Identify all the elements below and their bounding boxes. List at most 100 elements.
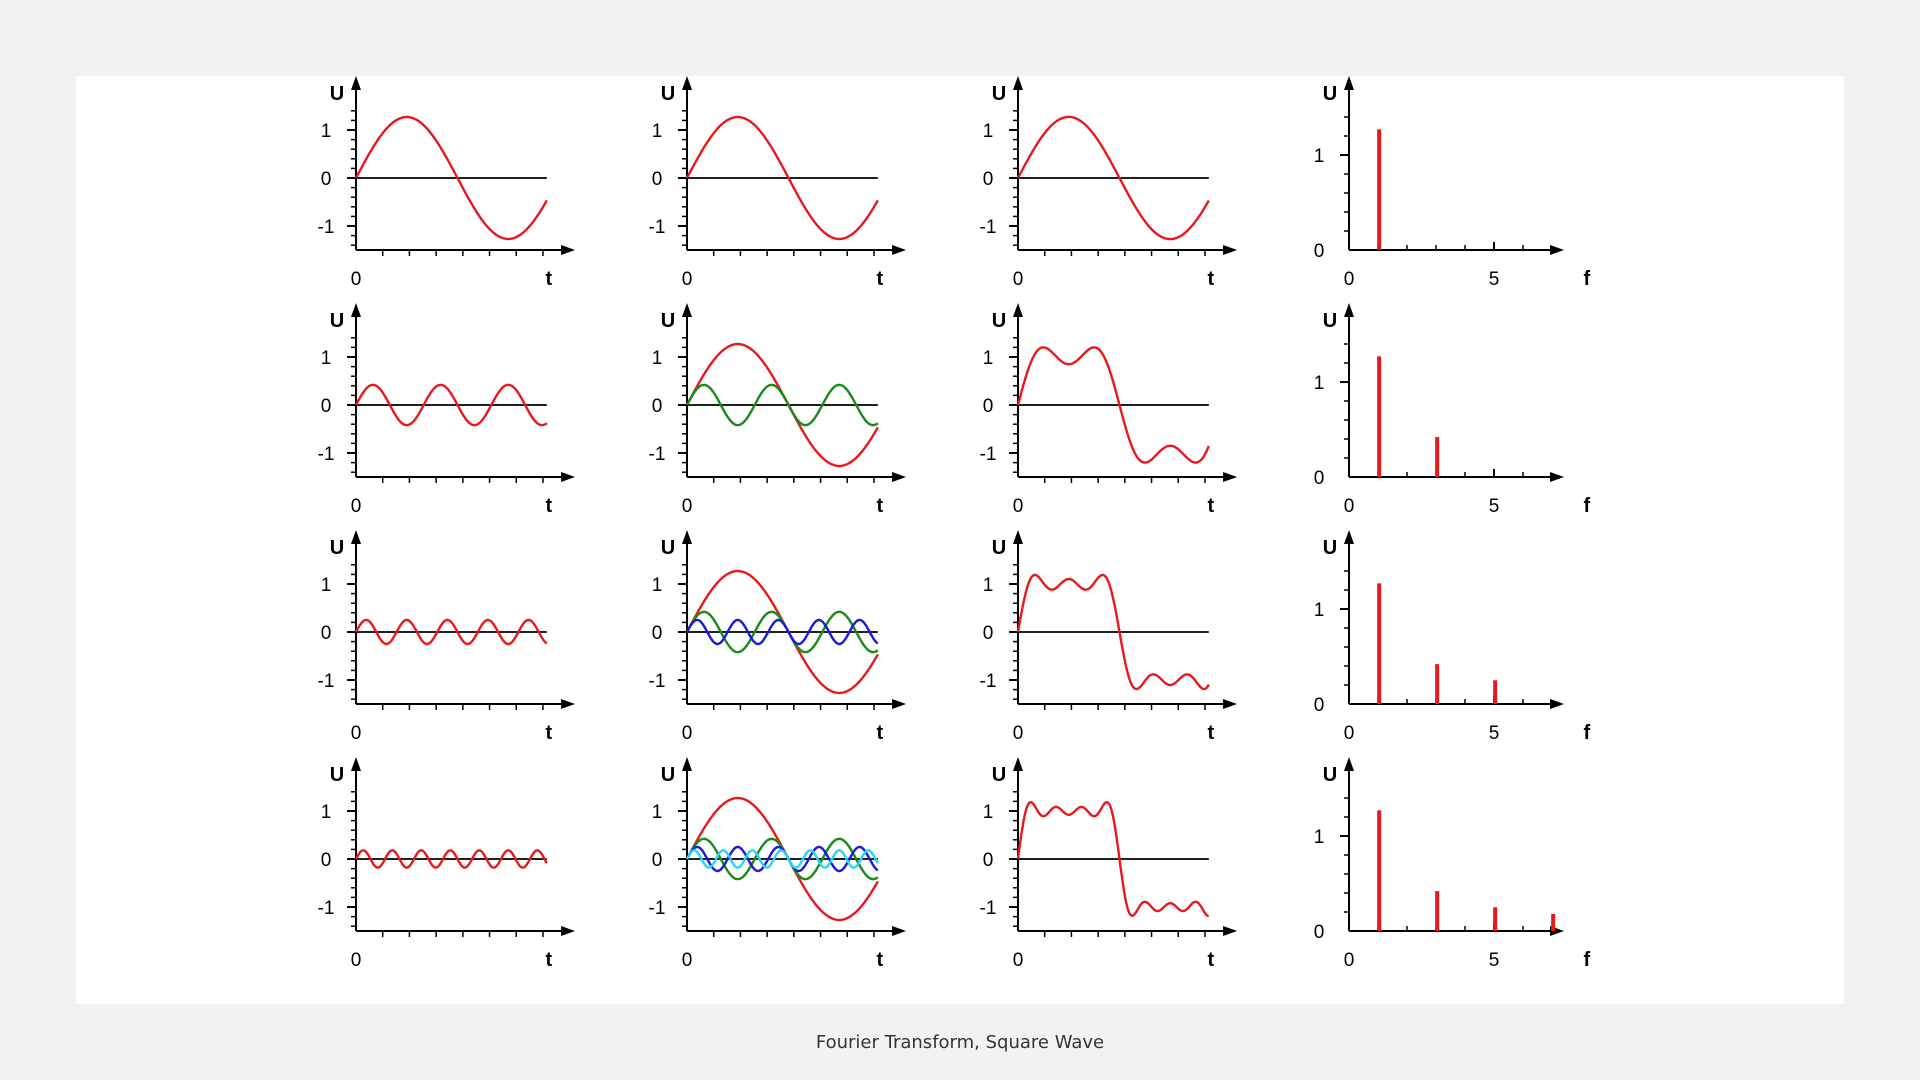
x-axis-arrow [1223, 926, 1238, 936]
x-axis-arrow [1550, 245, 1564, 255]
chart-r2-partial-components: 1 0 -1 U 0 t [649, 303, 907, 517]
y-axis-label: U [992, 310, 1006, 332]
spectrum-bar-f3 [1435, 437, 1440, 477]
y-tick-label: -1 [649, 217, 666, 238]
series-line-h7 [354, 849, 548, 869]
y-tick-label: 0 [983, 850, 994, 871]
series-line-h5 [354, 618, 548, 646]
x-tick-label: 5 [1489, 950, 1500, 971]
x-axis-arrow [1223, 245, 1238, 255]
x-tick-label: 5 [1489, 723, 1500, 744]
x-axis-arrow [892, 926, 907, 936]
chart-r2-spectrum: 1 0 U 0 5 f [1314, 303, 1590, 517]
y-tick-label: 0 [652, 623, 663, 644]
y-tick-label: 1 [983, 802, 994, 823]
x-tick-label: 0 [1013, 496, 1024, 517]
x-axis-arrow [892, 472, 907, 482]
spectrum-bar-f7 [1551, 913, 1556, 931]
y-tick-label: 1 [983, 121, 994, 142]
y-axis-arrow [682, 530, 692, 544]
y-axis-label: U [1323, 764, 1337, 786]
y-tick-label: 1 [321, 575, 332, 596]
series-line-h3 [685, 383, 879, 427]
y-axis-arrow [1344, 757, 1354, 771]
y-axis-label: U [330, 537, 344, 559]
chart-r4-partial-sum: 1 0 -1 U 0 t [980, 757, 1238, 971]
y-tick-label: 0 [983, 169, 994, 190]
y-tick-label: 1 [652, 348, 663, 369]
y-tick-label: -1 [649, 898, 666, 919]
chart-r3-partial-components: 1 0 -1 U 0 t [649, 530, 907, 744]
y-tick-label: -1 [318, 217, 335, 238]
x-tick-label: 0 [351, 496, 362, 517]
x-axis-label: f [1583, 495, 1590, 517]
x-axis-arrow [561, 472, 576, 482]
x-axis-arrow [892, 245, 907, 255]
x-axis-label: t [546, 268, 553, 290]
y-tick-label: -1 [649, 671, 666, 692]
x-tick-label: 0 [1344, 269, 1355, 290]
x-axis-arrow [892, 699, 907, 709]
x-tick-label: 0 [1013, 950, 1024, 971]
y-axis-arrow [1013, 303, 1023, 317]
y-tick-label: -1 [980, 671, 997, 692]
x-tick-label: 0 [682, 269, 693, 290]
y-tick-label: 0 [1314, 922, 1325, 943]
chart-r3-spectrum: 1 0 U 0 5 f [1314, 530, 1590, 744]
y-axis-label: U [1323, 310, 1337, 332]
chart-r1-partial-components: 1 0 -1 U 0 t [649, 76, 907, 290]
x-axis-label: t [877, 722, 884, 744]
x-axis-arrow [1223, 472, 1238, 482]
figure-panel: 1 0 -1 U 0 t 1 0 -1 U 0 t 1 0 -1 U 0 t 1 0 U 0 5 f 1 0 -1 U 0 t 1 0 -1 U 0… [76, 76, 1844, 1004]
spectrum-bar-f3 [1435, 891, 1440, 931]
y-tick-label: -1 [980, 217, 997, 238]
y-tick-label: 0 [1314, 241, 1325, 262]
y-axis-arrow [351, 530, 361, 544]
x-tick-label: 0 [682, 496, 693, 517]
x-axis-label: t [546, 495, 553, 517]
y-axis-arrow [682, 76, 692, 90]
x-axis-label: t [877, 268, 884, 290]
y-tick-label: 0 [321, 396, 332, 417]
y-tick-label: 0 [321, 169, 332, 190]
series-line-h1 [354, 115, 548, 241]
spectrum-bar-f1 [1377, 810, 1382, 931]
chart-r3-partial-sum: 1 0 -1 U 0 t [980, 530, 1238, 744]
chart-r2-harmonic: 1 0 -1 U 0 t [318, 303, 576, 517]
spectrum-bar-f5 [1493, 680, 1498, 704]
y-axis-arrow [1013, 757, 1023, 771]
y-axis-label: U [1323, 83, 1337, 105]
y-axis-arrow [1344, 76, 1354, 90]
chart-r2-partial-sum: 1 0 -1 U 0 t [980, 303, 1238, 517]
series-line-h1-3 [1016, 346, 1210, 464]
y-tick-label: 0 [1314, 468, 1325, 489]
y-axis-arrow [351, 76, 361, 90]
series-line-h3 [354, 383, 548, 427]
x-tick-label: 0 [1344, 496, 1355, 517]
y-tick-label: -1 [980, 444, 997, 465]
x-axis-arrow [561, 699, 576, 709]
y-tick-label: 0 [652, 850, 663, 871]
y-axis-label: U [992, 764, 1006, 786]
spectrum-bar-f3 [1435, 664, 1440, 704]
y-axis-arrow [1344, 530, 1354, 544]
spectrum-bar-f1 [1377, 356, 1382, 477]
y-axis-label: U [661, 764, 675, 786]
chart-r3-harmonic: 1 0 -1 U 0 t [318, 530, 576, 744]
x-axis-label: t [1208, 268, 1215, 290]
y-tick-label: 0 [321, 850, 332, 871]
y-tick-label: 0 [1314, 695, 1325, 716]
y-axis-arrow [351, 757, 361, 771]
y-tick-label: -1 [318, 671, 335, 692]
y-tick-label: 1 [1314, 827, 1325, 848]
x-tick-label: 0 [1013, 723, 1024, 744]
x-axis-label: t [1208, 722, 1215, 744]
y-tick-label: 1 [983, 575, 994, 596]
y-axis-label: U [330, 764, 344, 786]
y-tick-label: 0 [983, 623, 994, 644]
x-tick-label: 0 [682, 723, 693, 744]
x-tick-label: 0 [682, 950, 693, 971]
y-tick-label: 1 [652, 575, 663, 596]
y-tick-label: -1 [649, 444, 666, 465]
